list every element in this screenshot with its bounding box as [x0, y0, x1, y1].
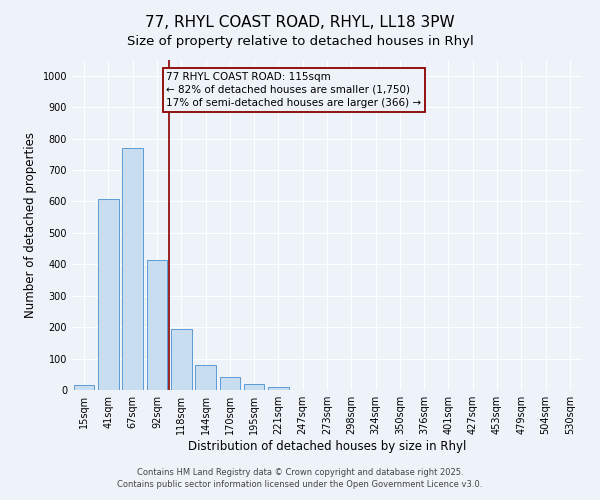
X-axis label: Distribution of detached houses by size in Rhyl: Distribution of detached houses by size … [188, 440, 466, 453]
Bar [244, 384, 265, 390]
Y-axis label: Number of detached properties: Number of detached properties [24, 132, 37, 318]
Text: 77, RHYL COAST ROAD, RHYL, LL18 3PW: 77, RHYL COAST ROAD, RHYL, LL18 3PW [145, 15, 455, 30]
Bar [146, 260, 167, 390]
Text: 77 RHYL COAST ROAD: 115sqm
← 82% of detached houses are smaller (1,750)
17% of s: 77 RHYL COAST ROAD: 115sqm ← 82% of deta… [166, 72, 421, 108]
Text: Contains HM Land Registry data © Crown copyright and database right 2025.
Contai: Contains HM Land Registry data © Crown c… [118, 468, 482, 489]
Bar [98, 199, 119, 390]
Bar [74, 386, 94, 390]
Bar [268, 387, 289, 390]
Bar [171, 330, 191, 390]
Bar [122, 148, 143, 390]
Text: Size of property relative to detached houses in Rhyl: Size of property relative to detached ho… [127, 35, 473, 48]
Bar [195, 366, 216, 390]
Bar [220, 378, 240, 390]
